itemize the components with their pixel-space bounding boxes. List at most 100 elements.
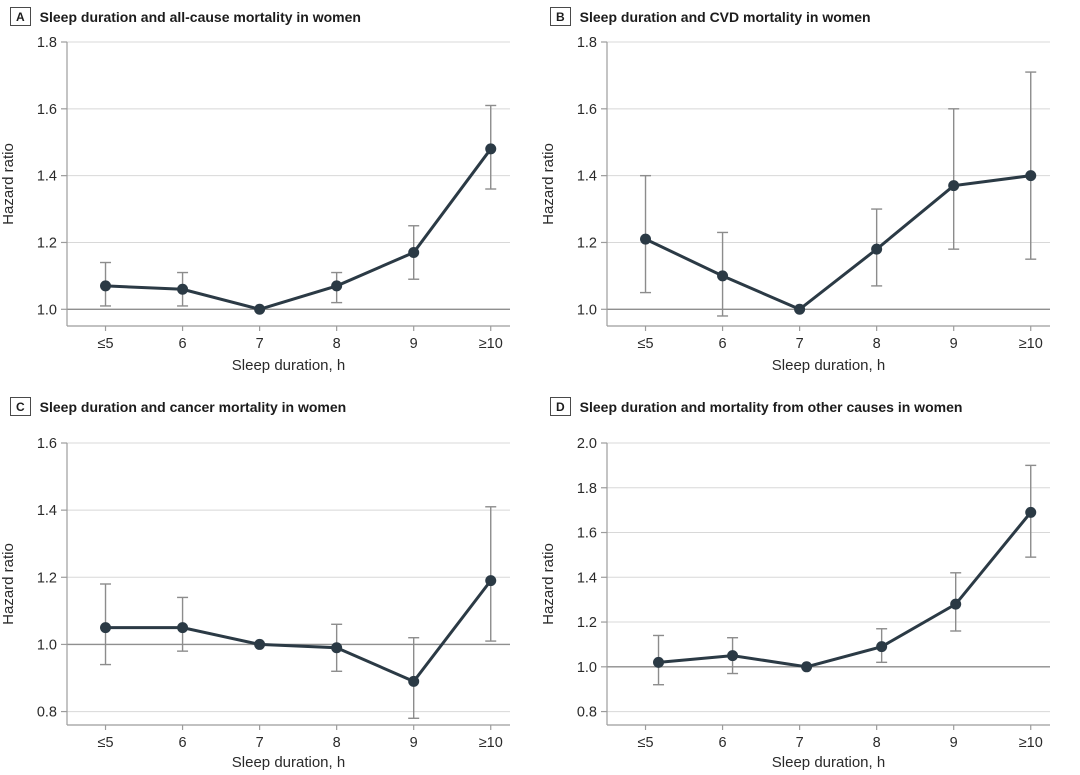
y-tick-label: 1.6 <box>37 436 57 452</box>
panel-d-chart: 0.8 1.0 1.2 1.4 1.6 1.8 2.0 ≤5 6 7 8 9 ≥10 Sleep dura… <box>540 436 1050 771</box>
panel-c-chart: 0.8 1.0 1.2 1.4 1.6 ≤5 6 7 8 9 ≥10 Sleep duration, … <box>0 436 510 771</box>
x-tick-label: ≤5 <box>98 735 114 751</box>
x-tick-label: ≥10 <box>479 336 503 352</box>
data-point <box>1025 170 1037 182</box>
trend-line <box>658 511 1032 669</box>
panel-a-title: Sleep duration and all-cause mortality i… <box>39 9 361 25</box>
panel-a-chart: 1.0 1.2 1.4 1.6 1.8 ≤5 6 7 8 9 ≥10 Sleep duration, … <box>0 35 510 374</box>
y-tick-label: 1.8 <box>37 35 57 51</box>
panel-c-header: C Sleep duration and cancer mortality in… <box>0 390 540 420</box>
panel-b-label-box: B <box>550 7 571 26</box>
x-tick-label: ≥10 <box>479 735 503 751</box>
x-tick-label: 8 <box>333 336 341 352</box>
panel-b-title: Sleep duration and CVD mortality in wome… <box>579 9 871 25</box>
x-tick-label: ≥10 <box>1019 735 1043 751</box>
y-tick-label: 2.0 <box>577 436 597 452</box>
x-tick-label: 9 <box>950 336 958 352</box>
data-point <box>331 642 343 654</box>
x-tick-label: ≤5 <box>638 735 654 751</box>
x-tick-label: 8 <box>333 735 341 751</box>
data-point <box>100 280 112 292</box>
y-tick-label: 1.6 <box>577 526 597 542</box>
panel-a-header: A Sleep duration and all-cause mortality… <box>0 0 540 30</box>
x-tick-label: 7 <box>256 735 264 751</box>
x-tick-label: ≤5 <box>638 336 654 352</box>
panel-d: D Sleep duration and mortality from othe… <box>540 390 1080 775</box>
x-tick-label: 7 <box>796 735 804 751</box>
data-point <box>876 641 888 653</box>
data-point <box>727 650 739 662</box>
panel-c-title: Sleep duration and cancer mortality in w… <box>39 399 347 415</box>
data-point <box>177 622 189 634</box>
x-tick-label: 7 <box>796 336 804 352</box>
data-point <box>177 283 189 295</box>
x-tick-label: 6 <box>719 336 727 352</box>
x-tick-label: 8 <box>873 336 881 352</box>
data-point <box>331 280 343 292</box>
data-point <box>871 243 883 255</box>
x-tick-label: 7 <box>256 336 264 352</box>
data-point <box>794 303 806 315</box>
data-point <box>408 246 420 258</box>
data-point <box>100 622 112 634</box>
x-tick-label: 6 <box>719 735 727 751</box>
y-tick-label: 1.2 <box>37 235 57 251</box>
data-point <box>254 303 266 315</box>
x-tick-label: ≤5 <box>98 336 114 352</box>
y-tick-label: 1.8 <box>577 35 597 51</box>
y-tick-label: 1.4 <box>37 503 57 519</box>
data-point <box>801 661 813 673</box>
y-axis-title: Hazard ratio <box>0 543 17 625</box>
y-axis-title: Hazard ratio <box>0 143 17 225</box>
y-tick-label: 1.4 <box>37 169 57 185</box>
x-tick-label: 6 <box>179 336 187 352</box>
y-tick-label: 1.6 <box>577 102 597 118</box>
data-point <box>254 638 266 650</box>
panel-d-title: Sleep duration and mortality from other … <box>579 399 963 415</box>
data-point <box>948 180 960 192</box>
y-tick-label: 1.4 <box>577 570 597 586</box>
panel-a-label-box: A <box>10 7 31 26</box>
panel-a: A Sleep duration and all-cause mortality… <box>0 0 540 390</box>
y-tick-label: 1.2 <box>577 615 597 631</box>
trend-line <box>105 148 492 311</box>
y-tick-label: 1.0 <box>577 302 597 318</box>
panel-d-label-box: D <box>550 397 571 416</box>
y-tick-label: 0.8 <box>577 705 597 721</box>
x-tick-label: 6 <box>179 735 187 751</box>
x-axis-title: Sleep duration, h <box>772 357 885 374</box>
data-point <box>950 598 962 610</box>
y-tick-label: 1.6 <box>37 102 57 118</box>
x-tick-label: 8 <box>873 735 881 751</box>
y-axis-title: Hazard ratio <box>540 143 557 225</box>
y-tick-label: 1.2 <box>577 235 597 251</box>
x-tick-label: ≥10 <box>1019 336 1043 352</box>
y-tick-label: 0.8 <box>37 705 57 721</box>
x-tick-label: 9 <box>410 336 418 352</box>
y-tick-label: 1.0 <box>577 660 597 676</box>
data-point <box>640 233 652 245</box>
y-tick-label: 1.0 <box>37 302 57 318</box>
data-point <box>408 675 420 687</box>
y-tick-label: 1.0 <box>37 637 57 653</box>
panel-b-chart: 1.0 1.2 1.4 1.6 1.8 ≤5 6 7 8 9 ≥10 Sleep duration, … <box>540 35 1050 374</box>
panel-b-header: B Sleep duration and CVD mortality in wo… <box>540 0 1080 30</box>
data-point <box>485 575 497 587</box>
data-point <box>653 656 665 668</box>
trend-line <box>105 579 492 684</box>
y-tick-label: 1.8 <box>577 481 597 497</box>
panel-c-label-box: C <box>10 397 31 416</box>
x-tick-label: 9 <box>410 735 418 751</box>
data-point <box>485 143 497 155</box>
panel-d-header: D Sleep duration and mortality from othe… <box>540 390 1080 420</box>
x-axis-title: Sleep duration, h <box>772 754 885 771</box>
x-axis-title: Sleep duration, h <box>232 357 345 374</box>
y-tick-label: 1.2 <box>37 570 57 586</box>
data-point <box>1025 506 1037 518</box>
x-axis-title: Sleep duration, h <box>232 754 345 771</box>
data-point <box>717 270 729 282</box>
x-tick-label: 9 <box>950 735 958 751</box>
y-tick-label: 1.4 <box>577 169 597 185</box>
panel-b: B Sleep duration and CVD mortality in wo… <box>540 0 1080 390</box>
